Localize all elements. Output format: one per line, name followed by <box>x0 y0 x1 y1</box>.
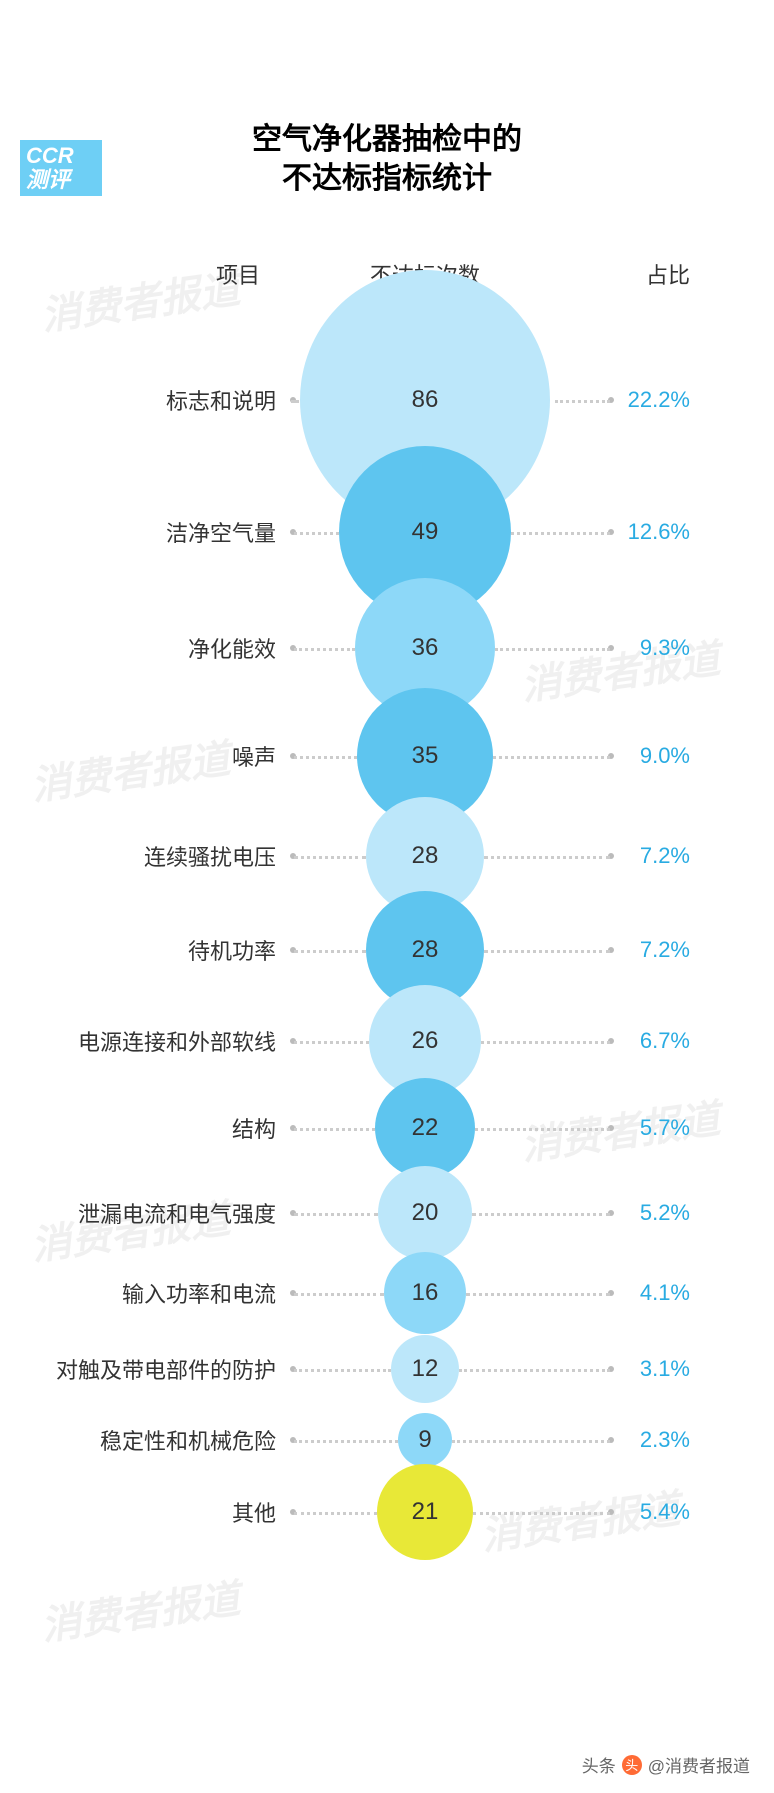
leader-line-left <box>294 1213 378 1216</box>
chart-row: 结构225.7% <box>0 1084 774 1172</box>
row-pct: 7.2% <box>550 937 750 963</box>
row-pct: 12.6% <box>550 519 750 545</box>
leader-line-left <box>294 1041 369 1044</box>
row-label: 泄漏电流和电气强度 <box>0 1197 300 1229</box>
footer-attribution: 头条 头 @消费者报道 <box>582 1752 750 1777</box>
row-label: 结构 <box>0 1112 300 1144</box>
bubble: 21 <box>377 1464 473 1560</box>
chart-row: 标志和说明8622.2% <box>0 330 774 470</box>
row-label: 连续骚扰电压 <box>0 840 300 872</box>
row-pct: 5.4% <box>550 1499 750 1525</box>
leader-line-left <box>294 950 366 953</box>
bubble: 12 <box>391 1335 459 1403</box>
row-pct: 3.1% <box>550 1356 750 1382</box>
row-pct: 6.7% <box>550 1028 750 1054</box>
bubble: 22 <box>375 1078 475 1178</box>
bubble: 16 <box>384 1252 466 1334</box>
bubble-column: 28 <box>300 810 550 902</box>
row-label: 噪声 <box>0 740 300 772</box>
footer-prefix: 头条 <box>582 1752 616 1777</box>
row-label: 洁净空气量 <box>0 516 300 548</box>
row-pct: 5.7% <box>550 1115 750 1141</box>
bubble-column: 28 <box>300 902 550 998</box>
chart-row: 电源连接和外部软线266.7% <box>0 998 774 1084</box>
leader-line-left <box>294 856 366 859</box>
watermark-text: 消费者报道 <box>37 1566 243 1651</box>
row-pct: 2.3% <box>550 1427 750 1453</box>
title-line2: 不达标指标统计 <box>0 159 774 198</box>
chart-title: 空气净化器抽检中的 不达标指标统计 <box>0 120 774 198</box>
toutiao-icon: 头 <box>622 1755 642 1775</box>
row-label: 其他 <box>0 1496 300 1528</box>
row-pct: 9.3% <box>550 635 750 661</box>
bubble-column: 20 <box>300 1172 550 1254</box>
leader-line-left <box>294 1369 391 1372</box>
row-pct: 7.2% <box>550 843 750 869</box>
leader-line-left <box>294 756 357 759</box>
row-label: 电源连接和外部软线 <box>0 1025 300 1057</box>
chart-row: 其他215.4% <box>0 1474 774 1550</box>
footer-account: @消费者报道 <box>648 1752 750 1777</box>
bubble-column: 12 <box>300 1332 550 1406</box>
bubble-column: 35 <box>300 702 550 810</box>
row-label: 标志和说明 <box>0 384 300 416</box>
row-label: 净化能效 <box>0 632 300 664</box>
bubble-column: 26 <box>300 998 550 1084</box>
chart-row: 稳定性和机械危险 9 2.3% <box>0 1406 774 1474</box>
chart-row: 连续骚扰电压287.2% <box>0 810 774 902</box>
bubble: 20 <box>378 1166 472 1260</box>
leader-line-left <box>294 1440 398 1443</box>
row-pct: 9.0% <box>550 743 750 769</box>
chart-row: 待机功率287.2% <box>0 902 774 998</box>
chart-row: 洁净空气量4912.6% <box>0 470 774 594</box>
row-pct: 22.2% <box>550 387 750 413</box>
bubble-column: 36 <box>300 594 550 702</box>
row-label: 对触及带电部件的防护 <box>0 1353 300 1385</box>
bubble-chart: 项目 不达标次数 占比 标志和说明8622.2%洁净空气量4912.6%净化能效… <box>0 258 774 1550</box>
row-label: 待机功率 <box>0 934 300 966</box>
leader-line-left <box>294 1512 377 1515</box>
leader-line-left <box>294 648 355 651</box>
chart-rows: 标志和说明8622.2%洁净空气量4912.6%净化能效369.3%噪声359.… <box>0 330 774 1550</box>
row-label: 输入功率和电流 <box>0 1277 300 1309</box>
chart-row: 泄漏电流和电气强度205.2% <box>0 1172 774 1254</box>
chart-row: 净化能效369.3% <box>0 594 774 702</box>
chart-row: 对触及带电部件的防护 12 3.1% <box>0 1332 774 1406</box>
row-pct: 5.2% <box>550 1200 750 1226</box>
bubble-column: 22 <box>300 1084 550 1172</box>
row-label: 稳定性和机械危险 <box>0 1424 300 1456</box>
title-line1: 空气净化器抽检中的 <box>0 120 774 159</box>
leader-line-left <box>294 1293 384 1296</box>
header-item: 项目 <box>0 258 300 290</box>
chart-row: 噪声359.0% <box>0 702 774 810</box>
chart-row: 输入功率和电流 16 4.1% <box>0 1254 774 1332</box>
header-pct: 占比 <box>550 258 750 290</box>
bubble-column: 21 <box>300 1474 550 1550</box>
leader-line-left <box>294 532 339 535</box>
leader-line-left <box>294 1128 375 1131</box>
bubble-column: 16 <box>300 1254 550 1332</box>
row-pct: 4.1% <box>550 1280 750 1306</box>
bubble: 9 <box>398 1413 452 1467</box>
